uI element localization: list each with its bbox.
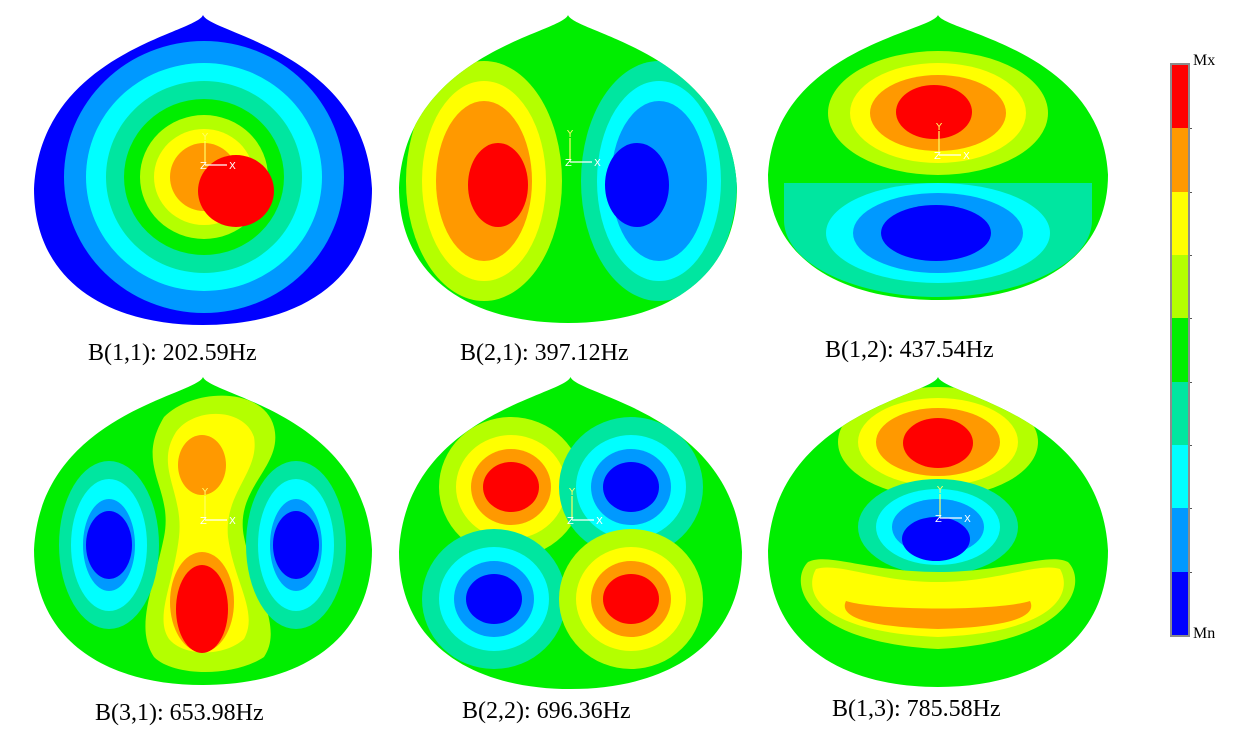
triad-y-label: Y <box>935 122 943 133</box>
triad-z-label: Z <box>567 516 574 527</box>
mode-caption-b11: B(1,1): 202.59Hz <box>88 340 257 366</box>
triad-z-label: Z <box>935 514 942 525</box>
triad-y-label: Y <box>201 132 209 143</box>
mode-panel-b12: Y Z X <box>768 15 1108 300</box>
antinode-max <box>603 574 659 624</box>
legend-swatch <box>1172 255 1188 319</box>
legend-swatch <box>1172 128 1188 193</box>
legend-tick <box>1190 255 1192 256</box>
legend-swatch <box>1172 191 1188 256</box>
legend-swatch <box>1172 381 1188 446</box>
mode-panel-b11: Y Z X <box>34 15 372 325</box>
antinode-max <box>896 85 972 139</box>
antinode-min <box>605 143 669 227</box>
antinode-min <box>603 462 659 512</box>
triad-z-label: Z <box>200 161 207 172</box>
mode-caption-b12: B(1,2): 437.54Hz <box>825 337 994 363</box>
legend-swatch <box>1172 318 1188 383</box>
antinode-max <box>198 155 274 227</box>
legend-tick <box>1190 381 1192 383</box>
triad-z-label: Z <box>565 158 572 169</box>
mode-caption-b21: B(2,1): 397.12Hz <box>460 340 629 366</box>
mode-caption-b31: B(3,1): 653.98Hz <box>95 700 264 726</box>
triad-y-label: Y <box>566 129 574 140</box>
antinode-min <box>902 517 970 561</box>
antinode-min <box>881 205 991 261</box>
antinode-bottom <box>844 601 1032 629</box>
antinode-min <box>86 511 132 579</box>
coordinate-triad: Y Z X <box>567 487 603 527</box>
triad-x-label: X <box>229 516 236 527</box>
antinode-min <box>273 511 319 579</box>
legend-swatch <box>1172 65 1188 129</box>
mode-panel-b21: Y Z X <box>399 15 737 323</box>
coordinate-triad: Y Z X <box>200 487 236 527</box>
triad-x-label: X <box>596 516 603 527</box>
legend-tick <box>1190 318 1192 320</box>
mode-panel-b13: Y Z X <box>768 377 1108 687</box>
triad-z-label: Z <box>200 516 207 527</box>
triad-y-label: Y <box>568 487 576 498</box>
legend-tick <box>1190 508 1192 510</box>
antinode-max <box>468 143 528 227</box>
mode-caption-b13: B(1,3): 785.58Hz <box>832 696 1001 722</box>
color-scale-legend <box>1170 63 1192 637</box>
triad-z-label: Z <box>934 151 941 162</box>
legend-swatch <box>1172 445 1188 509</box>
coordinate-triad: Y Z X <box>935 485 971 525</box>
legend-tick <box>1190 571 1192 573</box>
legend-swatch <box>1172 508 1188 573</box>
mode-panel-b31: Y Z X <box>34 377 372 685</box>
antinode-max <box>903 418 973 468</box>
coordinate-triad: Y Z X <box>200 132 236 172</box>
legend-tick <box>1190 128 1192 130</box>
legend-tick <box>1190 445 1192 446</box>
triad-x-label: X <box>963 151 970 162</box>
coordinate-triad: Y Z X <box>934 122 970 162</box>
triad-x-label: X <box>594 158 601 169</box>
triad-x-label: X <box>229 161 236 172</box>
legend-tick <box>1190 191 1192 193</box>
antinode-max <box>176 565 228 653</box>
antinode-max <box>483 462 539 512</box>
antinode-min <box>466 574 522 624</box>
triad-y-label: Y <box>936 485 944 496</box>
legend-min-label: Mn <box>1193 625 1216 642</box>
antinode-upper <box>178 435 226 495</box>
coordinate-triad: Y Z X <box>565 129 601 169</box>
legend-swatch <box>1172 571 1188 636</box>
triad-y-label: Y <box>201 487 209 498</box>
triad-x-label: X <box>964 514 971 525</box>
mode-panel-b22: Y Z X <box>399 377 742 689</box>
legend-max-label: Mx <box>1193 52 1216 69</box>
mode-caption-b22: B(2,2): 696.36Hz <box>462 698 631 724</box>
